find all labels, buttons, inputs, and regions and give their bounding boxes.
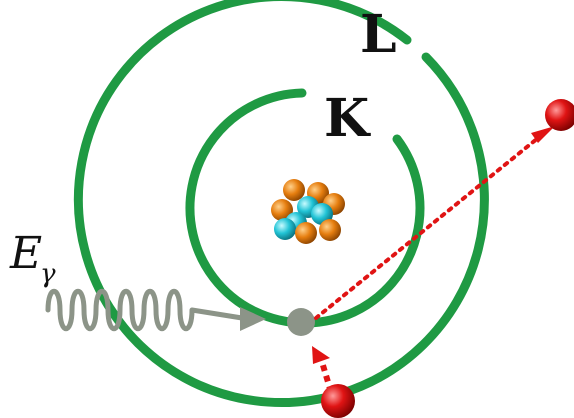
inner-shell-K bbox=[185, 88, 425, 328]
photon-wave-icon bbox=[45, 288, 266, 332]
vacancy-electron-site bbox=[287, 308, 315, 336]
outer-shell-L bbox=[73, 0, 489, 407]
photoelectron-path bbox=[314, 136, 540, 320]
photon-energy-subscript: γ bbox=[40, 259, 56, 289]
nucleus-icon bbox=[271, 179, 345, 244]
ejected-electron-icon bbox=[545, 99, 574, 131]
transition-arrowhead bbox=[312, 346, 330, 364]
l-shell-electron-icon bbox=[321, 384, 355, 418]
photoelectron-arrowhead bbox=[531, 126, 555, 143]
outer-shell-label: L bbox=[360, 4, 397, 65]
inner-shell-label: K bbox=[324, 88, 371, 149]
photon-energy-label: E bbox=[9, 228, 42, 279]
